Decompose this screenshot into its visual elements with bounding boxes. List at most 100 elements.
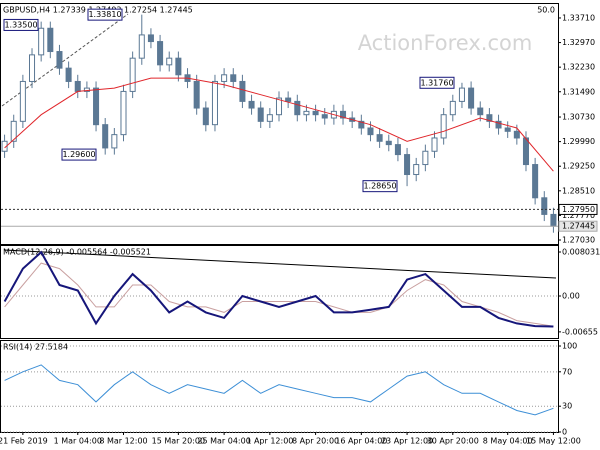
- y-tick-label: 0: [562, 428, 567, 437]
- candle-body: [367, 127, 374, 136]
- candle-body: [394, 144, 401, 156]
- candle-body: [321, 114, 328, 119]
- candle-body: [413, 164, 420, 176]
- candle-body: [550, 213, 557, 227]
- level-box: [87, 8, 123, 21]
- candle-body: [312, 110, 319, 116]
- x-tick-label: 25 Mar 04:00: [197, 437, 250, 446]
- level-label: 1.29600: [62, 150, 95, 159]
- candle-body: [19, 80, 26, 122]
- candle-body: [47, 27, 54, 53]
- candle-body: [376, 134, 383, 142]
- x-tick-label: 15 Mar 20:00: [152, 437, 205, 446]
- candle-body: [431, 137, 438, 152]
- candle-body: [147, 34, 154, 43]
- candle-body: [486, 114, 493, 122]
- x-tick-label: 8 May 04:00: [483, 437, 533, 446]
- candle-body: [449, 100, 456, 116]
- rsi-panel-frame: [0, 340, 559, 433]
- y-tick-label: 1.29990: [562, 137, 595, 146]
- indicator-line: [3, 250, 554, 328]
- candle-body: [340, 110, 347, 119]
- candle-body: [138, 34, 145, 59]
- candle-body: [38, 27, 45, 56]
- candle-body: [230, 74, 237, 82]
- candle-body: [294, 100, 301, 116]
- candle-body: [166, 57, 173, 66]
- candle-body: [541, 197, 548, 215]
- x-tick-label: 1 Mar 04:00: [54, 437, 102, 446]
- level-box: [419, 76, 455, 89]
- candle-body: [29, 54, 36, 82]
- watermark: ActionForex.com: [358, 31, 533, 55]
- x-tick-label: 15 May 12:00: [526, 437, 581, 446]
- level-box: [362, 180, 398, 193]
- y-tick-label: 1.31490: [562, 87, 595, 96]
- y-tick-label: 0.00: [562, 291, 580, 300]
- candle-body: [495, 120, 502, 129]
- candle-body: [239, 80, 246, 102]
- candle-body: [221, 74, 228, 82]
- x-tick-label: 1 Apr 12:00: [246, 437, 293, 446]
- y-tick-label: 1.32970: [562, 38, 595, 47]
- candle-body: [358, 120, 365, 129]
- candle-body: [111, 134, 118, 149]
- y-tick-label: 1.27770: [562, 211, 595, 220]
- candle-body: [513, 130, 520, 139]
- candle-body: [440, 114, 447, 139]
- candle-body: [285, 97, 292, 102]
- indicator-line: [4, 262, 554, 327]
- marker-label: 1.27445: [562, 222, 595, 231]
- marker-label: 1.27950: [562, 205, 595, 214]
- corner-label: 50.0: [537, 6, 555, 15]
- indicator-line: [4, 364, 554, 416]
- x-tick-label: 8 Apr 20:00: [292, 437, 339, 446]
- candle-body: [522, 137, 529, 166]
- x-tick-label: 30 Apr 20:00: [427, 437, 479, 446]
- y-tick-label: 1.32230: [562, 63, 595, 72]
- candle-body: [193, 80, 200, 109]
- candle-body: [385, 140, 392, 146]
- candle-body: [303, 110, 310, 116]
- price-panel-frame: [0, 3, 559, 245]
- x-tick-label: 16 Apr 04:00: [335, 437, 387, 446]
- panel-title: MACD(12,26,9) -0.005564 -0.005521: [3, 248, 151, 257]
- candle-body: [93, 87, 100, 126]
- y-tick-label: 1.28510: [562, 186, 595, 195]
- candle-body: [504, 127, 511, 132]
- x-tick-label: 21 Feb 2019: [0, 437, 48, 446]
- y-tick-label: 70: [562, 367, 572, 376]
- panel-title: RSI(14) 27.5184: [3, 343, 68, 352]
- candle-body: [257, 107, 264, 122]
- candle-body: [404, 154, 411, 176]
- candle-body: [10, 120, 17, 142]
- macd-panel-frame: [0, 245, 559, 339]
- y-tick-label: 1.27030: [562, 236, 595, 245]
- candle-body: [56, 51, 63, 69]
- candle-body: [65, 67, 72, 82]
- candle-body: [468, 87, 475, 109]
- divergence-line: [3, 249, 557, 279]
- y-tick-label: -0.00655: [562, 327, 598, 336]
- level-box: [3, 18, 39, 31]
- candle-body: [129, 57, 136, 92]
- marker-box: [558, 203, 598, 215]
- candle-body: [458, 87, 465, 102]
- candle-body: [74, 80, 81, 92]
- x-tick-label: 23 Apr 12:00: [381, 437, 433, 446]
- candle-body: [211, 80, 218, 126]
- candle-body: [422, 150, 429, 166]
- candle-body: [266, 114, 273, 122]
- y-tick-label: 100: [562, 342, 577, 351]
- level-label: 1.31760: [420, 78, 453, 87]
- candle-body: [83, 87, 90, 92]
- level-label: 1.33810: [88, 10, 121, 19]
- candle-body: [202, 107, 209, 126]
- candle-body: [102, 124, 109, 149]
- y-tick-label: 0.008031: [562, 248, 600, 257]
- candle-body: [120, 90, 127, 136]
- candle-body: [175, 57, 182, 76]
- level-label: 1.33500: [4, 20, 37, 29]
- candle-body: [157, 41, 164, 66]
